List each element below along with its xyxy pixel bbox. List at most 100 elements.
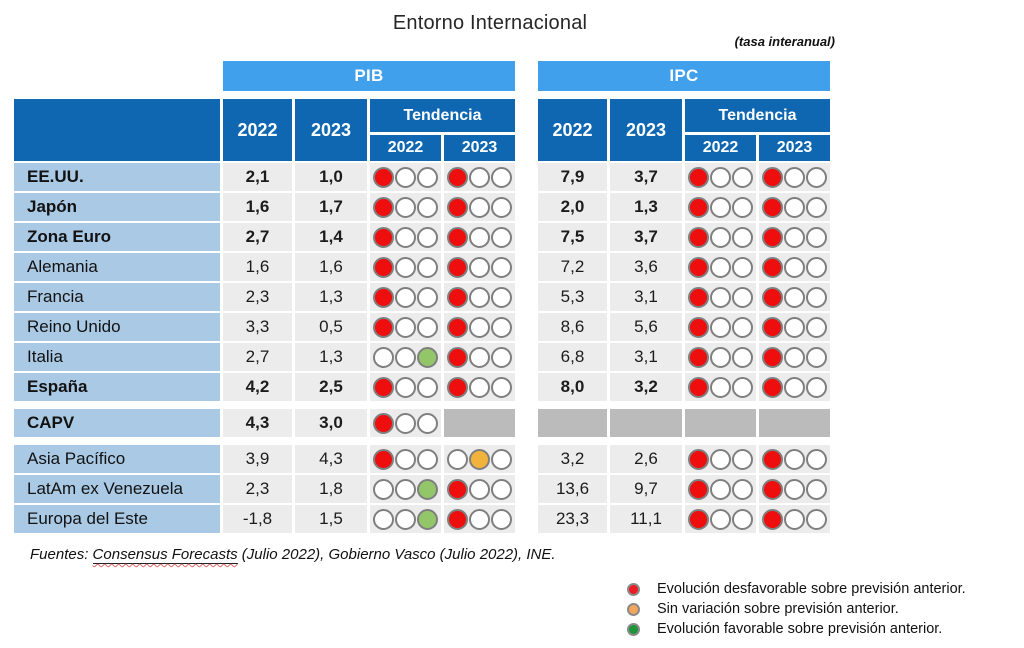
pib-tendencia-2023-indicator <box>444 193 515 221</box>
red-dot <box>447 226 468 248</box>
empty-dot <box>395 376 416 398</box>
empty-dot <box>469 316 490 338</box>
empty-dot <box>469 508 490 530</box>
red-dot <box>762 286 783 308</box>
legend-item-red: Evolución desfavorable sobre previsión a… <box>627 581 966 597</box>
ipc-tendencia-2022-indicator <box>685 373 756 401</box>
red-dot <box>762 166 783 188</box>
empty-dot <box>710 448 731 470</box>
empty-dot <box>491 508 512 530</box>
table-row-jap-n: Japón 1,6 1,7 2,0 1,3 <box>14 193 833 221</box>
ipc-2022-header: 2022 <box>538 99 607 161</box>
ipc-tendencia-2022-header: 2022 <box>685 135 756 161</box>
row-label: Zona Euro <box>14 223 220 251</box>
ipc-tendencia-2022-indicator <box>685 253 756 281</box>
red-dot <box>447 256 468 278</box>
red-dot <box>373 166 394 188</box>
red-dot <box>447 316 468 338</box>
row-label-header-cell <box>14 99 220 161</box>
empty-dot <box>491 196 512 218</box>
pib-group-header: PIB <box>223 61 515 91</box>
green-dot <box>417 508 438 530</box>
ipc-tendencia-2023-indicator <box>759 373 830 401</box>
ipc-tendencia-2023-indicator <box>759 505 830 533</box>
table-row-europa-del-este: Europa del Este -1,8 1,5 23,3 11,1 <box>14 505 833 533</box>
pib-2022-value: 1,6 <box>223 193 292 221</box>
empty-dot <box>732 166 753 188</box>
pib-2023-value: 0,5 <box>295 313 367 341</box>
empty-dot <box>784 478 805 500</box>
empty-dot <box>491 286 512 308</box>
empty-dot <box>732 448 753 470</box>
empty-dot <box>417 256 438 278</box>
ipc-tendencia-2022-blocked-cell <box>685 409 756 437</box>
empty-dot <box>417 412 438 434</box>
ipc-tendencia-2023-indicator <box>759 445 830 473</box>
red-dot <box>373 256 394 278</box>
empty-dot <box>732 196 753 218</box>
empty-dot <box>710 376 731 398</box>
red-dot <box>762 346 783 368</box>
table-row-reino-unido: Reino Unido 3,3 0,5 8,6 5,6 <box>14 313 833 341</box>
pib-tendencia-2022-indicator <box>370 409 441 437</box>
empty-dot <box>710 508 731 530</box>
red-dot <box>688 478 709 500</box>
pib-tendencia-2023-indicator <box>444 343 515 371</box>
pib-tendencia-2023-indicator <box>444 163 515 191</box>
pib-tendencia-2022-indicator <box>370 343 441 371</box>
empty-dot <box>395 508 416 530</box>
table-row-italia: Italia 2,7 1,3 6,8 3,1 <box>14 343 833 371</box>
empty-dot <box>732 226 753 248</box>
ipc-tendencia-2022-indicator <box>685 223 756 251</box>
empty-dot <box>806 508 827 530</box>
red-dot <box>762 376 783 398</box>
empty-dot <box>469 196 490 218</box>
ipc-2023-blocked-cell <box>610 409 682 437</box>
table-row-espa-a: España 4,2 2,5 8,0 3,2 <box>14 373 833 401</box>
pib-tendencia-2022-indicator <box>370 475 441 503</box>
empty-dot <box>806 346 827 368</box>
row-label: Japón <box>14 193 220 221</box>
empty-dot <box>395 346 416 368</box>
ipc-2023-value: 11,1 <box>610 505 682 533</box>
green-dot <box>627 622 640 636</box>
pib-2023-value: 1,5 <box>295 505 367 533</box>
pib-2022-value: 2,7 <box>223 343 292 371</box>
red-dot <box>373 448 394 470</box>
pib-2022-value: 2,7 <box>223 223 292 251</box>
pib-tendencia-2022-indicator <box>370 373 441 401</box>
ipc-2023-value: 3,1 <box>610 283 682 311</box>
page-title: Entorno Internacional <box>392 12 588 34</box>
empty-dot <box>395 412 416 434</box>
empty-dot <box>417 196 438 218</box>
empty-dot <box>710 286 731 308</box>
pib-tendencia-2022-indicator <box>370 163 441 191</box>
legend-item-orange: Sin variación sobre previsión anterior. <box>627 601 966 617</box>
empty-dot <box>710 316 731 338</box>
empty-dot <box>784 256 805 278</box>
empty-dot <box>395 256 416 278</box>
ipc-2023-value: 3,2 <box>610 373 682 401</box>
row-label: Asia Pacífico <box>14 445 220 473</box>
empty-dot <box>784 166 805 188</box>
row-label: España <box>14 373 220 401</box>
red-dot <box>688 196 709 218</box>
empty-dot <box>395 316 416 338</box>
empty-dot <box>784 448 805 470</box>
red-dot <box>762 448 783 470</box>
ipc-2023-header: 2023 <box>610 99 682 161</box>
row-label: EE.UU. <box>14 163 220 191</box>
pib-2023-value: 1,7 <box>295 193 367 221</box>
empty-dot <box>806 478 827 500</box>
empty-dot <box>732 508 753 530</box>
ipc-2022-value: 2,0 <box>538 193 607 221</box>
ipc-2023-value: 9,7 <box>610 475 682 503</box>
ipc-tendencia-2023-blocked-cell <box>759 409 830 437</box>
pib-tendencia-2023-indicator <box>444 445 515 473</box>
empty-dot <box>417 448 438 470</box>
red-dot <box>373 286 394 308</box>
ipc-2023-value: 1,3 <box>610 193 682 221</box>
empty-dot <box>710 256 731 278</box>
table-row-asia-pac-fico: Asia Pacífico 3,9 4,3 3,2 2,6 <box>14 445 833 473</box>
empty-dot <box>806 196 827 218</box>
